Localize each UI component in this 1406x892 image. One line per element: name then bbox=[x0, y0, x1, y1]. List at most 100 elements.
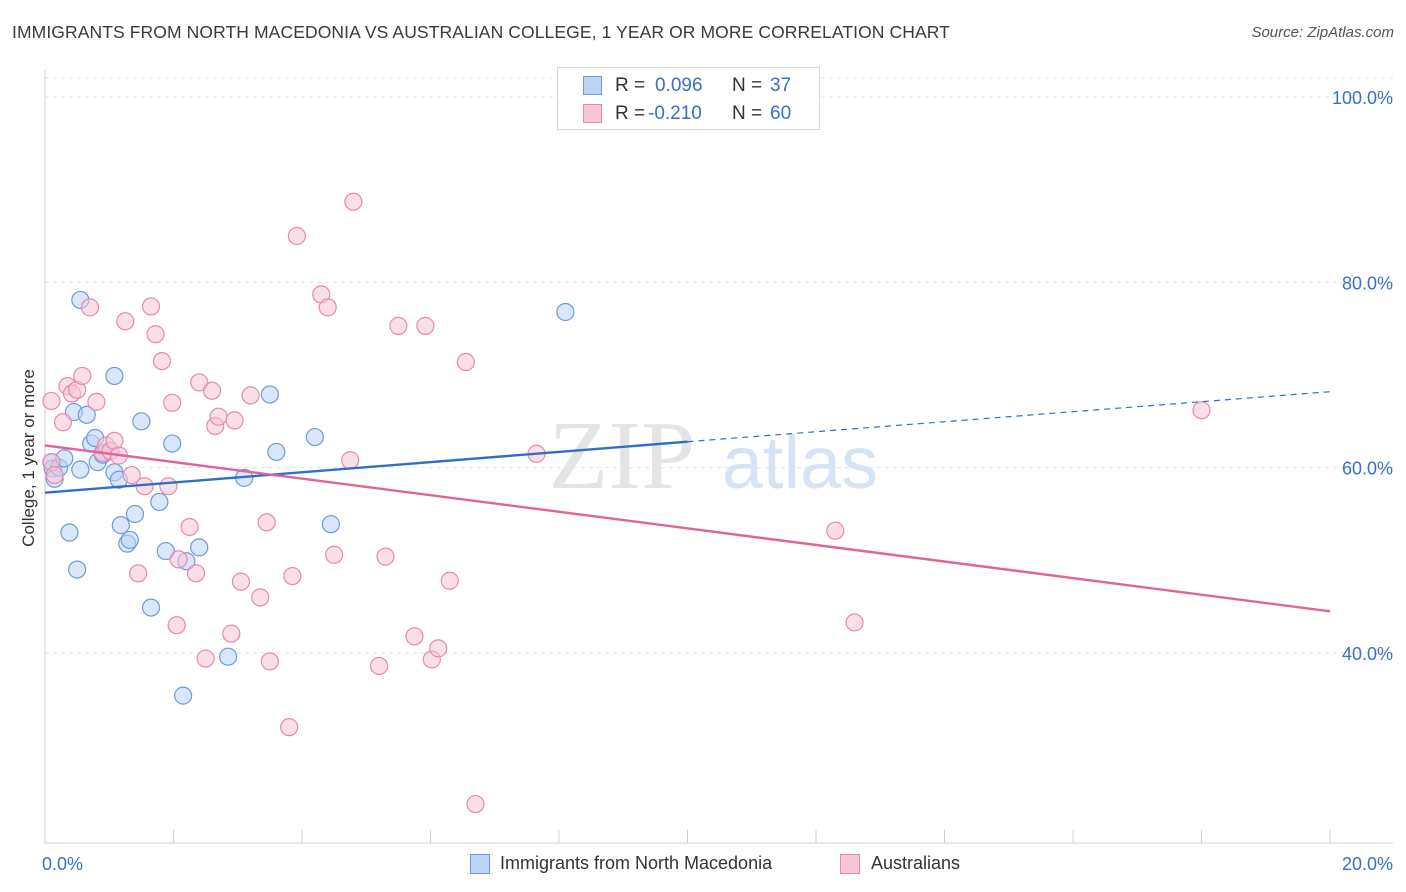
y-tick-label: 100.0% bbox=[1332, 88, 1393, 108]
point-australians bbox=[42, 391, 61, 411]
legend-n-value-series2: 60 bbox=[770, 103, 792, 124]
bottom-legend-label-series1: Immigrants from North Macedonia bbox=[500, 853, 773, 873]
point-australians bbox=[45, 465, 64, 485]
point-australians bbox=[122, 465, 141, 485]
legend-r-value-series2: -0.210 bbox=[648, 103, 702, 124]
legend-n-label: N = bbox=[732, 103, 763, 124]
point-australians bbox=[163, 393, 182, 412]
point-north-macedonia bbox=[267, 442, 286, 462]
trendline-australians bbox=[44, 444, 1331, 613]
legend-n-label: N = bbox=[732, 75, 763, 96]
point-australians bbox=[251, 588, 270, 607]
point-north-macedonia bbox=[111, 516, 130, 535]
point-north-macedonia bbox=[321, 515, 341, 534]
point-australians bbox=[416, 316, 435, 335]
watermark: ZIP atlas bbox=[549, 402, 879, 510]
tick-labels: 100.0% 80.0% 60.0% 40.0% 0.0% 20.0% bbox=[42, 88, 1393, 874]
gridlines bbox=[45, 77, 1393, 654]
point-australians bbox=[202, 381, 222, 400]
point-australians bbox=[260, 652, 279, 671]
point-australians bbox=[389, 316, 408, 335]
bottom-legend-series2: Australians bbox=[840, 850, 1040, 878]
watermark-zip: ZIP bbox=[549, 402, 696, 510]
point-australians bbox=[73, 366, 92, 386]
point-north-macedonia bbox=[141, 598, 161, 617]
point-australians bbox=[225, 411, 244, 430]
point-australians bbox=[87, 392, 106, 411]
point-australians bbox=[341, 451, 360, 470]
legend-swatch-blue bbox=[583, 76, 602, 95]
point-north-macedonia bbox=[105, 366, 124, 386]
point-north-macedonia bbox=[174, 686, 193, 705]
chart-source: Source: ZipAtlas.com bbox=[1251, 24, 1394, 41]
correlation-legend: R = 0.096 N = 37 R = -0.210 N = 60 bbox=[557, 67, 820, 130]
point-australians bbox=[231, 572, 251, 591]
point-north-macedonia bbox=[163, 434, 182, 453]
bottom-legend-swatch-pink bbox=[840, 854, 860, 874]
point-north-macedonia bbox=[156, 541, 175, 561]
point-north-macedonia bbox=[77, 405, 96, 424]
y-tick-label: 80.0% bbox=[1342, 273, 1393, 293]
trendline-north-macedonia-extension bbox=[687, 391, 1331, 443]
point-australians bbox=[186, 564, 206, 583]
point-north-macedonia bbox=[150, 492, 169, 512]
bottom-legend-swatch-blue bbox=[470, 854, 490, 874]
point-north-macedonia bbox=[219, 647, 238, 666]
point-australians bbox=[318, 298, 337, 317]
point-australians bbox=[376, 547, 395, 566]
point-australians bbox=[283, 566, 302, 586]
point-australians bbox=[116, 312, 135, 331]
point-australians bbox=[190, 373, 209, 392]
y-tick-label: 60.0% bbox=[1342, 459, 1393, 479]
point-north-macedonia bbox=[71, 460, 90, 479]
x-tick-label: 20.0% bbox=[1342, 854, 1393, 874]
y-tick-label: 40.0% bbox=[1342, 644, 1393, 664]
point-north-macedonia bbox=[190, 538, 209, 557]
point-north-macedonia bbox=[260, 385, 279, 404]
point-australians bbox=[141, 297, 161, 316]
point-australians bbox=[80, 298, 100, 317]
point-australians bbox=[129, 564, 148, 583]
bottom-legend-label-series2: Australians bbox=[871, 853, 961, 873]
x-tick-label: 0.0% bbox=[42, 854, 83, 874]
point-australians bbox=[159, 477, 178, 496]
point-australians bbox=[222, 624, 241, 643]
point-australians bbox=[440, 571, 459, 590]
chart-title: IMMIGRANTS FROM NORTH MACEDONIA VS AUSTR… bbox=[12, 22, 950, 42]
trendline-north-macedonia bbox=[44, 440, 688, 494]
point-australians bbox=[280, 718, 299, 737]
point-north-macedonia bbox=[132, 412, 151, 431]
point-north-macedonia bbox=[60, 523, 79, 542]
point-australians bbox=[287, 226, 306, 246]
point-north-macedonia bbox=[305, 427, 324, 447]
point-north-macedonia bbox=[125, 504, 145, 524]
point-australians bbox=[241, 386, 260, 405]
legend-r-value-series1: 0.096 bbox=[655, 75, 703, 96]
legend-r-label: R = bbox=[615, 103, 646, 124]
legend-n-value-series1: 37 bbox=[770, 75, 792, 96]
point-australians bbox=[456, 352, 475, 372]
point-australians bbox=[466, 794, 485, 814]
point-australians bbox=[405, 627, 424, 646]
trendlines bbox=[44, 391, 1331, 613]
point-australians bbox=[169, 550, 188, 569]
legend-swatch-pink bbox=[583, 104, 602, 123]
point-north-macedonia bbox=[120, 530, 139, 550]
bottom-legend-series1: Immigrants from North Macedonia bbox=[470, 850, 820, 878]
point-australians bbox=[209, 407, 228, 426]
watermark-atlas: atlas bbox=[722, 421, 878, 504]
point-australians bbox=[180, 517, 199, 537]
point-north-macedonia bbox=[556, 302, 575, 322]
point-australians bbox=[196, 649, 215, 668]
point-australians bbox=[152, 352, 172, 371]
point-australians bbox=[325, 545, 344, 564]
point-australians bbox=[1192, 401, 1211, 420]
point-australians bbox=[845, 613, 864, 632]
point-australians bbox=[53, 413, 73, 432]
point-australians bbox=[344, 192, 363, 211]
point-australians bbox=[167, 616, 186, 635]
legend-r-label: R = bbox=[615, 75, 646, 96]
point-australians bbox=[257, 513, 276, 532]
point-australians bbox=[370, 656, 389, 676]
